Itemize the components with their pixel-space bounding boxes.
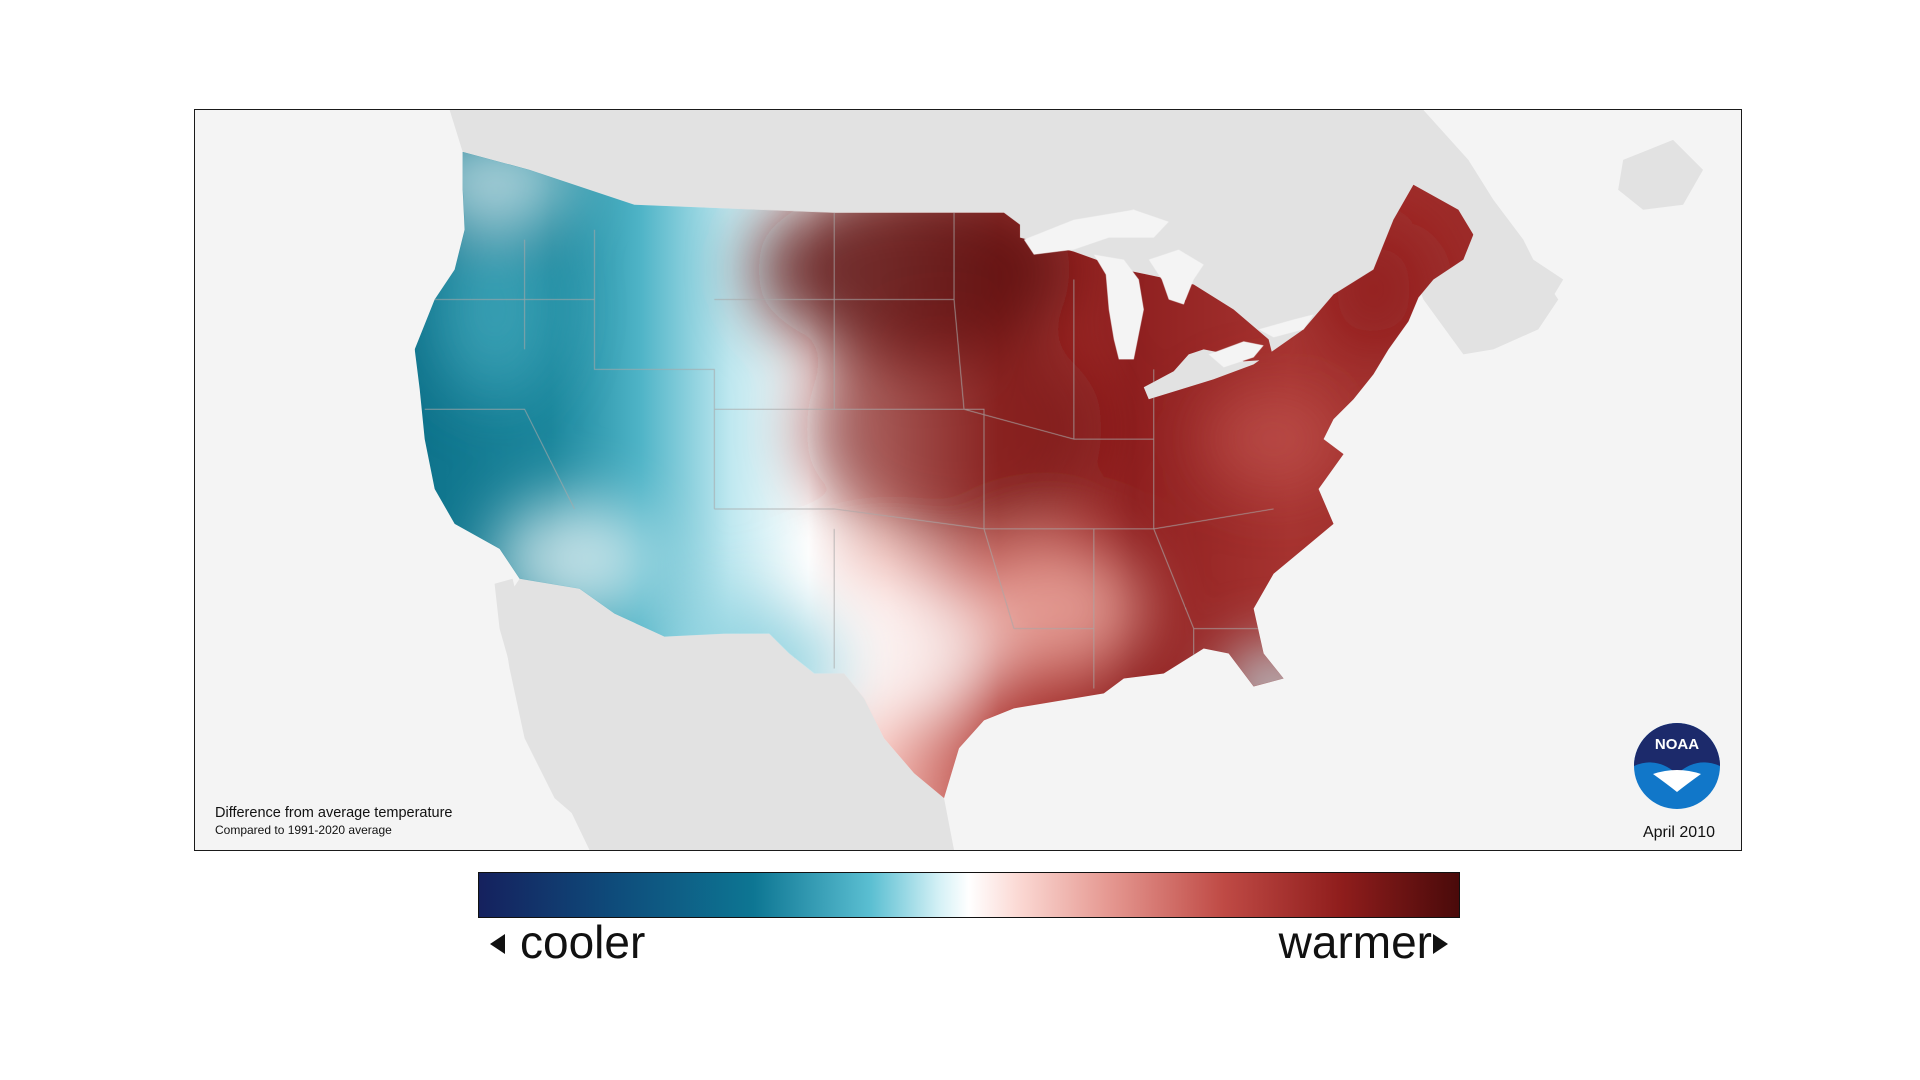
state-boundaries — [424, 212, 1274, 689]
baja-peninsula — [494, 578, 615, 850]
noaa-logo: NOAA — [1634, 723, 1720, 809]
map-frame: NOAA Difference from average temperature… — [194, 109, 1742, 851]
noaa-logo-text: NOAA — [1655, 736, 1699, 753]
legend-warmer-label: warmer — [1278, 916, 1432, 968]
map-caption-subtitle: Compared to 1991-2020 average — [215, 823, 392, 837]
mexico-landmass — [499, 578, 955, 850]
temperature-anomaly-map — [195, 110, 1741, 850]
arrow-left-icon — [490, 934, 505, 954]
great-lakes — [1023, 209, 1314, 368]
legend-cooler-label: cooler — [520, 916, 646, 968]
arrow-right-icon — [1433, 934, 1448, 954]
nova-scotia — [1491, 259, 1564, 315]
newfoundland — [1618, 139, 1704, 210]
color-scale-bar — [478, 872, 1460, 918]
map-caption-title: Difference from average temperature — [215, 805, 453, 821]
map-date-label: April 2010 — [1642, 824, 1715, 841]
